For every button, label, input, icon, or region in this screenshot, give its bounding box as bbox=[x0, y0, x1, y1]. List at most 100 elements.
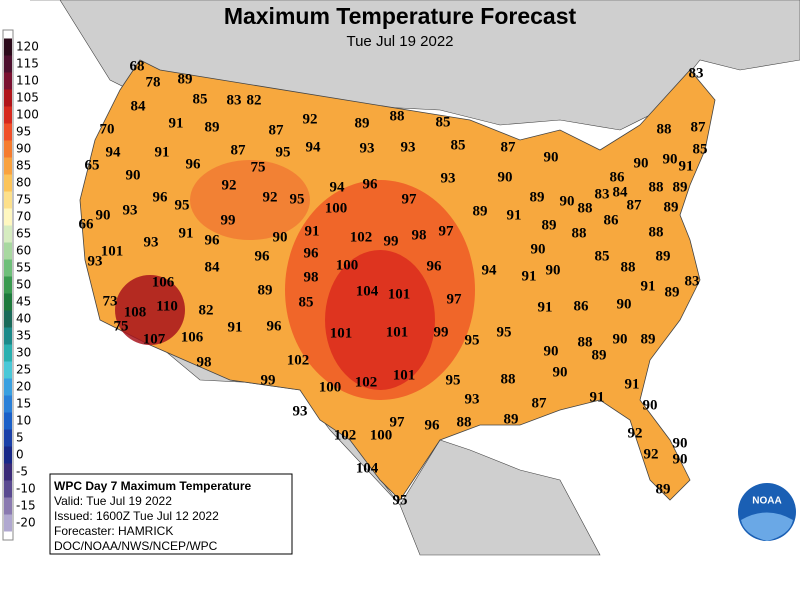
temperature-label: 88 bbox=[457, 414, 472, 430]
legend-label: 85 bbox=[16, 159, 31, 173]
legend-label: 0 bbox=[16, 448, 24, 462]
temperature-label: 90 bbox=[96, 207, 111, 223]
temperature-label: 91 bbox=[522, 268, 537, 284]
temperature-label: 85 bbox=[193, 91, 208, 107]
temperature-label: 83 bbox=[595, 186, 610, 202]
temperature-label: 90 bbox=[553, 364, 568, 380]
temperature-label: 83 bbox=[689, 65, 704, 81]
legend-swatch bbox=[4, 191, 12, 209]
temperature-label: 87 bbox=[691, 119, 707, 135]
temperature-label: 95 bbox=[497, 324, 512, 340]
legend-swatch bbox=[4, 38, 12, 56]
legend-label: 25 bbox=[16, 363, 31, 377]
legend-label: 45 bbox=[16, 295, 31, 309]
legend-swatch bbox=[4, 259, 12, 277]
temperature-label: 90 bbox=[663, 151, 678, 167]
temperature-label: 85 bbox=[595, 248, 610, 264]
temperature-label: 83 bbox=[227, 92, 242, 108]
temperature-label: 102 bbox=[334, 427, 357, 443]
temperature-label: 97 bbox=[439, 223, 455, 239]
temperature-label: 101 bbox=[330, 325, 353, 341]
temperature-label: 98 bbox=[412, 227, 427, 243]
temperature-label: 93 bbox=[465, 391, 480, 407]
temperature-label: 96 bbox=[267, 318, 283, 334]
legend-label: 65 bbox=[16, 227, 31, 241]
temperature-label: 89 bbox=[473, 203, 488, 219]
temperature-label: 97 bbox=[447, 291, 463, 307]
temperature-label: 90 bbox=[673, 435, 688, 451]
temperature-label: 89 bbox=[673, 179, 688, 195]
temperature-label: 91 bbox=[590, 389, 605, 405]
legend: 1201151101051009590858075706560555045403… bbox=[2, 29, 39, 541]
temperature-label: 90 bbox=[546, 262, 561, 278]
legend-label: 40 bbox=[16, 312, 31, 326]
temperature-label: 92 bbox=[263, 189, 278, 205]
legend-swatch bbox=[4, 208, 12, 226]
temperature-label: 82 bbox=[199, 302, 214, 318]
temperature-label: 88 bbox=[649, 179, 664, 195]
temperature-label: 101 bbox=[386, 324, 409, 340]
temperature-label: 93 bbox=[144, 234, 159, 250]
temperature-label: 90 bbox=[634, 155, 649, 171]
temperature-label: 78 bbox=[146, 74, 161, 90]
temperature-label: 108 bbox=[124, 304, 147, 320]
temperature-label: 88 bbox=[649, 224, 664, 240]
temperature-label: 90 bbox=[613, 331, 628, 347]
temperature-label: 90 bbox=[643, 397, 658, 413]
temperature-label: 73 bbox=[103, 293, 118, 309]
legend-label: 35 bbox=[16, 329, 31, 343]
temperature-label: 90 bbox=[544, 343, 559, 359]
temperature-label: 94 bbox=[106, 144, 122, 160]
legend-swatch bbox=[4, 123, 12, 141]
legend-swatch bbox=[4, 106, 12, 124]
temperature-label: 102 bbox=[287, 352, 310, 368]
temperature-label: 90 bbox=[126, 167, 141, 183]
temperature-label: 96 bbox=[425, 417, 441, 433]
temperature-label: 82 bbox=[247, 92, 262, 108]
legend-label: 60 bbox=[16, 244, 31, 258]
temperature-label: 86 bbox=[574, 298, 590, 314]
legend-swatch bbox=[4, 361, 12, 379]
legend-swatch bbox=[4, 480, 12, 498]
temperature-label: 75 bbox=[251, 159, 266, 175]
temperature-label: 89 bbox=[542, 217, 557, 233]
temperature-label: 92 bbox=[628, 425, 643, 441]
temperature-label: 96 bbox=[363, 176, 379, 192]
desert-heat bbox=[115, 275, 185, 345]
legend-swatch bbox=[4, 395, 12, 413]
temperature-label: 94 bbox=[306, 139, 322, 155]
temperature-label: 97 bbox=[390, 414, 406, 430]
legend-label: 100 bbox=[16, 108, 39, 122]
legend-label: 75 bbox=[16, 193, 31, 207]
legend-swatch bbox=[4, 55, 12, 73]
info-source: DOC/NOAA/NWS/NCEP/WPC bbox=[54, 539, 218, 553]
legend-label: 70 bbox=[16, 210, 31, 224]
info-valid: Valid: Tue Jul 19 2022 bbox=[54, 494, 172, 508]
temperature-label: 96 bbox=[427, 258, 443, 274]
legend-label: 90 bbox=[16, 142, 31, 156]
temperature-label: 95 bbox=[446, 372, 461, 388]
temperature-label: 91 bbox=[169, 115, 184, 131]
legend-swatch bbox=[4, 327, 12, 345]
legend-label: 20 bbox=[16, 380, 31, 394]
temperature-label: 96 bbox=[255, 248, 271, 264]
temperature-label: 70 bbox=[100, 121, 115, 137]
temperature-label: 68 bbox=[130, 58, 145, 74]
temperature-label: 104 bbox=[356, 460, 379, 476]
legend-label: 115 bbox=[16, 57, 39, 71]
legend-label: -20 bbox=[16, 516, 36, 530]
legend-label: -15 bbox=[16, 499, 36, 513]
temperature-label: 106 bbox=[152, 274, 175, 290]
info-box bbox=[49, 473, 293, 555]
legend-label: -10 bbox=[16, 482, 36, 496]
temperature-label: 84 bbox=[613, 184, 629, 200]
temperature-label: 101 bbox=[388, 286, 411, 302]
temperature-label: 88 bbox=[572, 225, 587, 241]
temperature-label: 92 bbox=[303, 111, 318, 127]
temperature-label: 93 bbox=[123, 202, 138, 218]
temperature-label: 90 bbox=[544, 149, 559, 165]
temperature-label: 96 bbox=[304, 245, 320, 261]
temperature-label: 106 bbox=[181, 329, 204, 345]
temperature-label: 88 bbox=[621, 259, 636, 275]
